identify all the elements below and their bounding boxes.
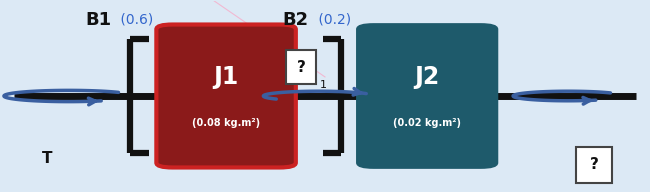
Text: B1: B1 [85,11,111,29]
Text: ?: ? [296,60,306,75]
Text: (0.6): (0.6) [116,13,153,27]
Text: J2: J2 [415,65,440,89]
FancyBboxPatch shape [576,147,612,183]
Text: T: T [42,151,53,166]
Text: (0.08 kg.m²): (0.08 kg.m²) [192,118,260,128]
FancyBboxPatch shape [157,25,296,167]
Text: (0.2): (0.2) [314,13,351,27]
Text: ?: ? [590,157,599,172]
FancyBboxPatch shape [358,25,497,167]
Text: 1: 1 [320,79,327,89]
Text: B2: B2 [283,11,309,29]
FancyBboxPatch shape [286,50,316,84]
Text: (0.02 kg.m²): (0.02 kg.m²) [393,118,461,128]
Text: J1: J1 [213,65,239,89]
